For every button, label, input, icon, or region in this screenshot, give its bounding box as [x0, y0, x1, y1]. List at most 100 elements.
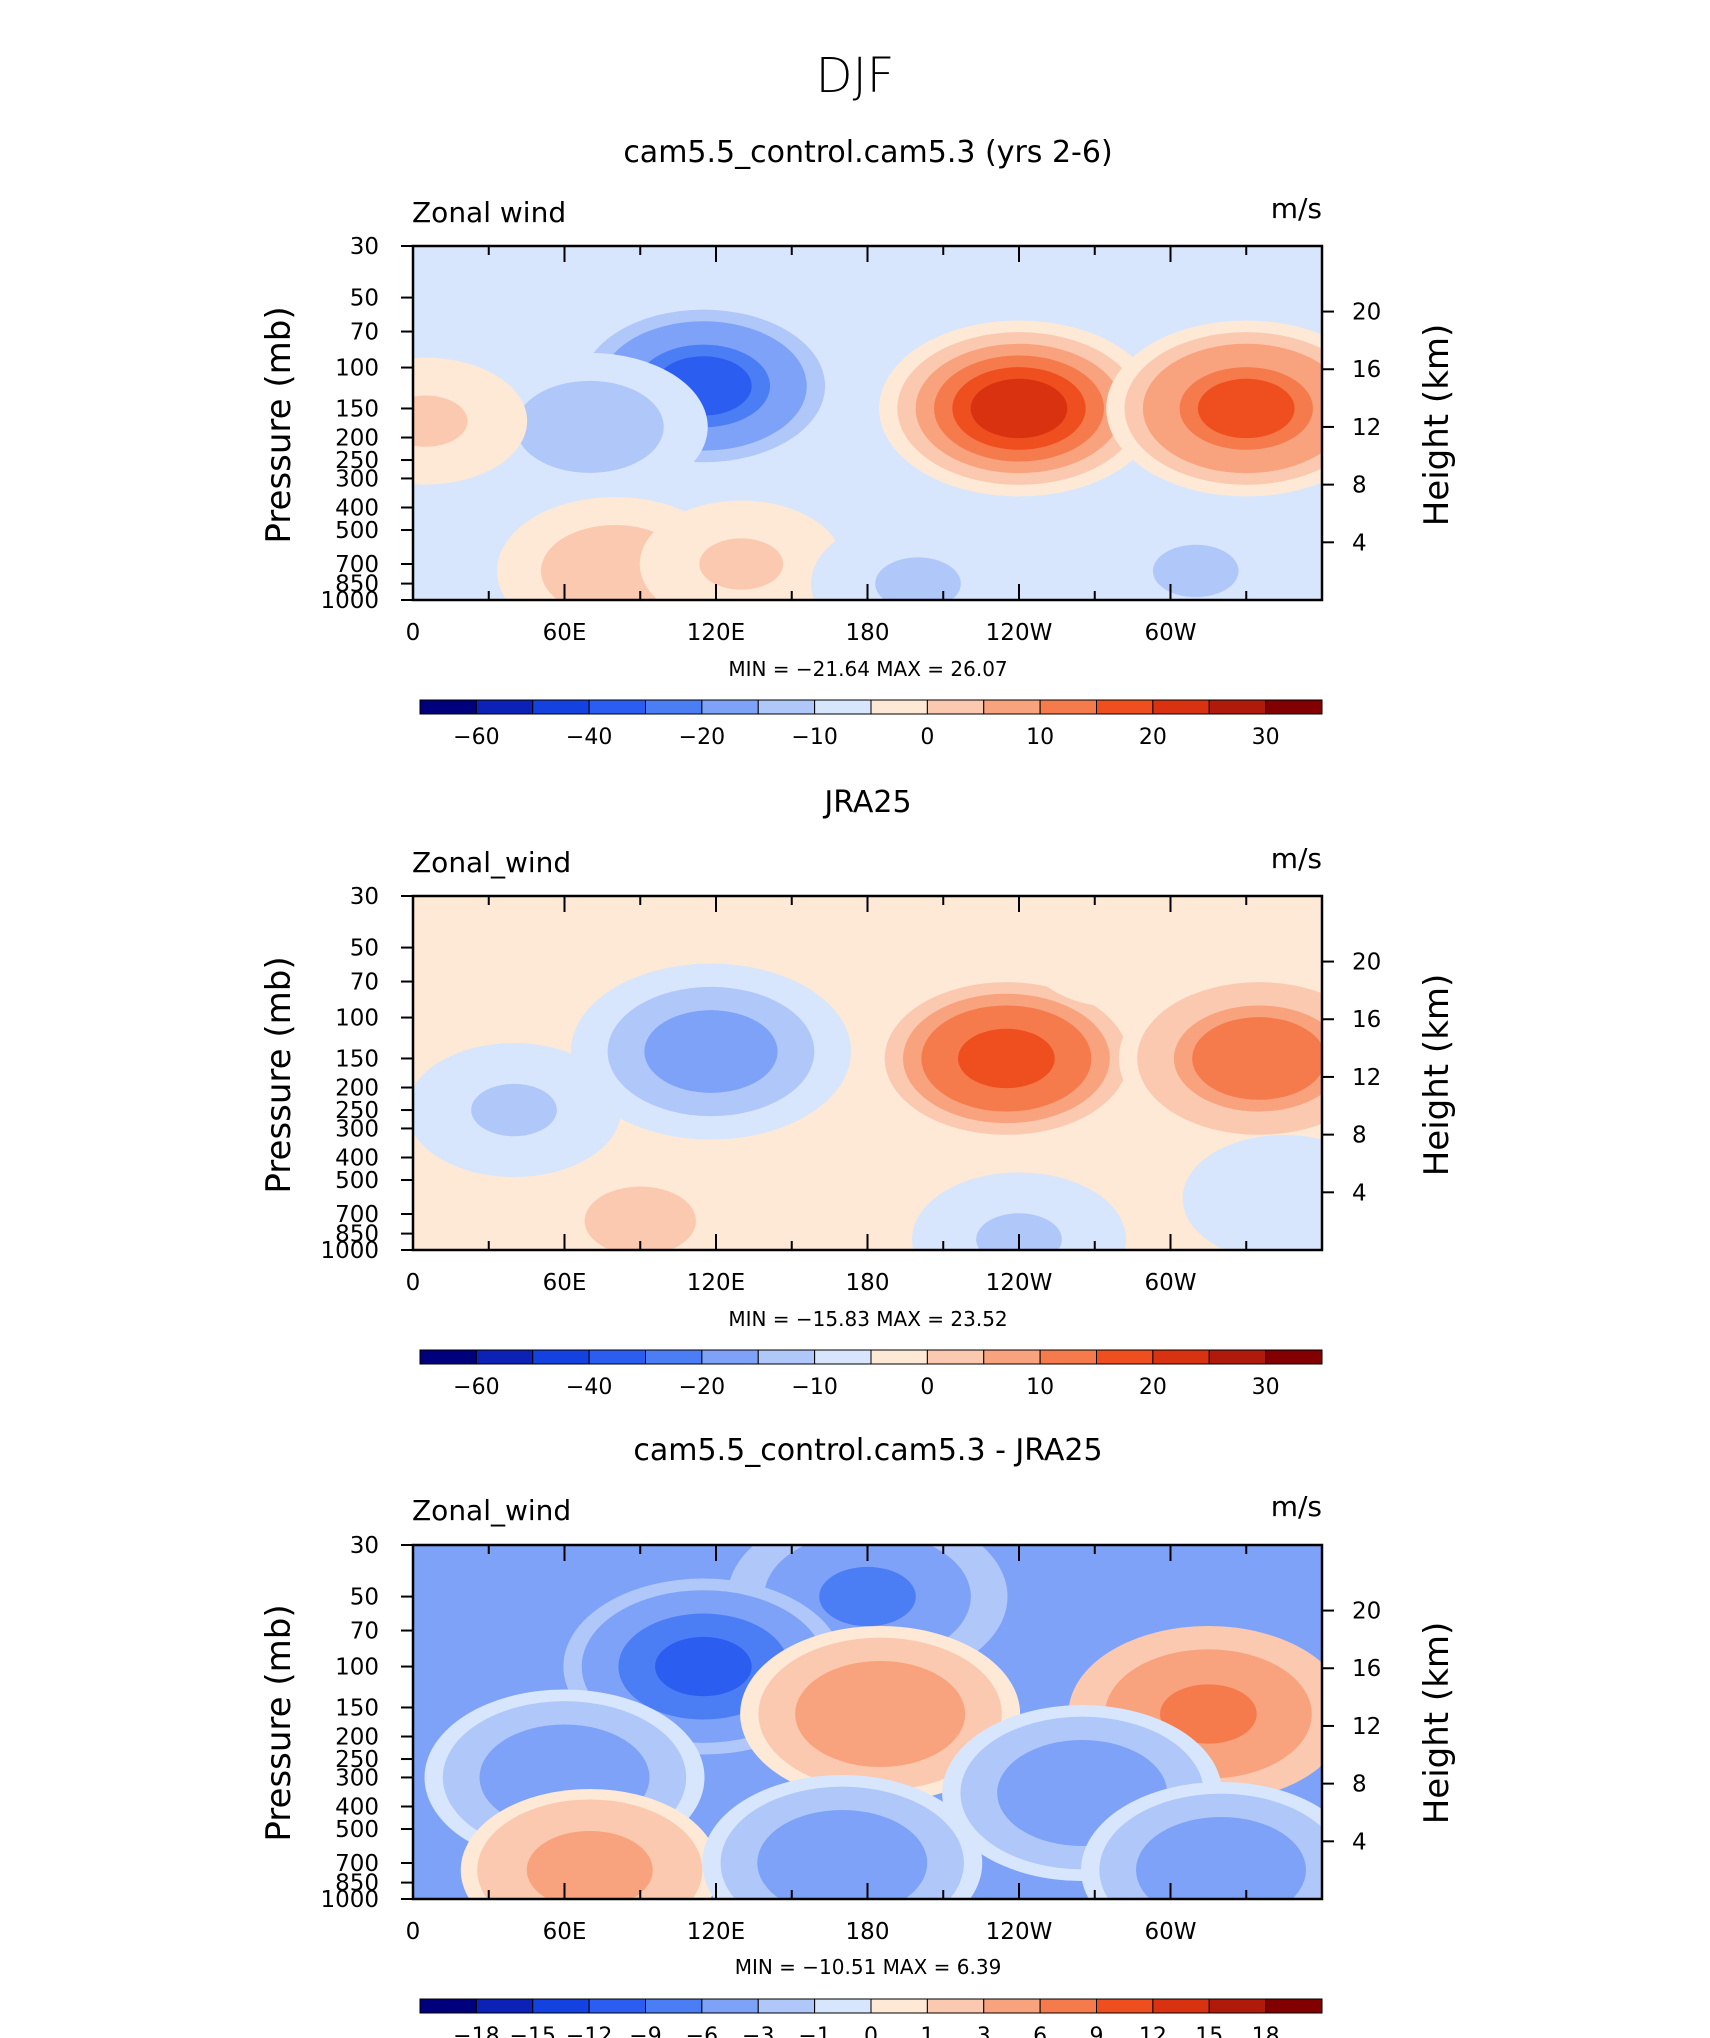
colorbar: −60 −40 −20 −10 0 10 20 30 — [419, 1349, 1323, 1400]
units-label: m/s — [1271, 192, 1322, 225]
colorbar-segment — [1152, 699, 1210, 715]
height-tick-label: 16 — [1352, 1656, 1381, 1682]
longitude-tick-label: 120E — [687, 1919, 745, 1945]
min-max-stats: MIN = −15.83 MAX = 23.52 — [728, 1307, 1007, 1331]
colorbar-segment — [870, 1349, 928, 1365]
contour-level — [545, 399, 635, 455]
colorbar-segment — [1208, 699, 1267, 715]
contour-level — [976, 1213, 1062, 1250]
contour-level — [543, 1841, 637, 1899]
colorbar-segment — [532, 699, 590, 715]
colorbar-tick-label: 0 — [920, 725, 934, 750]
colorbar-segment — [1208, 1349, 1267, 1365]
colorbar-segment — [701, 1998, 759, 2014]
min-max-stats: MIN = −10.51 MAX = 6.39 — [735, 1955, 1002, 1979]
contour-level — [471, 1083, 557, 1137]
pressure-tick-label: 400 — [335, 1794, 379, 1820]
pressure-tick-label: 850 — [335, 1871, 379, 1897]
pressure-tick-label: 70 — [350, 1619, 379, 1645]
colorbar-segment — [870, 699, 928, 715]
colorbar-segment — [1039, 1998, 1097, 2014]
height-ticks: 20 16 12 8 4 — [1322, 950, 1381, 1206]
height-tick-label: 4 — [1352, 1829, 1367, 1855]
colorbar-segment — [870, 1998, 928, 2014]
pressure-tick-label: 50 — [350, 286, 379, 312]
contour-level — [655, 1636, 752, 1697]
pressure-tick-label: 700 — [335, 1851, 379, 1877]
contour-level — [793, 1833, 891, 1893]
colorbar-tick-label: 20 — [1139, 1375, 1167, 1400]
colorbar-segment — [588, 1349, 646, 1365]
colorbar-tick-label: −60 — [453, 1375, 499, 1400]
contour-level — [1152, 544, 1239, 598]
pressure-tick-label: 150 — [335, 1695, 379, 1721]
variable-label: Zonal_wind — [412, 1494, 571, 1527]
colorbar-tick-label: −9 — [629, 2024, 661, 2038]
pressure-tick-label: 150 — [335, 1046, 379, 1072]
contour-level — [1172, 1840, 1270, 1899]
colorbar-tick-label: −40 — [566, 1375, 612, 1400]
colorbar-tick-label: −1 — [798, 2024, 830, 2038]
height-tick-label: 4 — [1352, 1180, 1367, 1206]
colorbar-tick-label: 20 — [1139, 725, 1167, 750]
longitude-tick-label: 60E — [543, 1270, 587, 1296]
pressure-tick-label: 250 — [335, 448, 379, 474]
colorbar-segment — [1096, 1349, 1154, 1365]
pressure-axis-label: Pressure (mb) — [259, 306, 299, 543]
contour-level — [1160, 1684, 1257, 1744]
height-tick-label: 8 — [1352, 1123, 1367, 1149]
pressure-tick-label: 850 — [335, 572, 379, 598]
colorbar-tick-label: 18 — [1252, 2024, 1280, 2038]
colorbar-segment — [814, 699, 872, 715]
height-tick-label: 12 — [1352, 415, 1381, 441]
contour-level — [1197, 378, 1295, 439]
colorbar-tick-label: 15 — [1195, 2024, 1223, 2038]
colorbar-segment — [1208, 1998, 1267, 2014]
colorbar-tick-label: −18 — [453, 2024, 499, 2038]
contour-level — [958, 1028, 1055, 1089]
colorbar-segment — [926, 1998, 985, 2014]
pressure-tick-label: 850 — [335, 1222, 379, 1248]
contour-plot — [411, 244, 1324, 602]
colorbar-tick-label: −10 — [791, 725, 837, 750]
contour-plot — [411, 894, 1324, 1252]
height-axis-label: Height (km) — [1417, 1622, 1457, 1825]
contour-level — [1242, 1172, 1322, 1225]
colorbar-segment — [532, 1349, 590, 1365]
pressure-tick-label: 100 — [335, 356, 379, 382]
longitude-tick-label: 120E — [687, 620, 745, 646]
pressure-tick-label: 1000 — [320, 1238, 379, 1264]
contour-level — [1033, 1763, 1131, 1823]
colorbar-tick-label: −40 — [566, 725, 612, 750]
contour-level — [1210, 1028, 1308, 1089]
contour-level — [831, 1684, 929, 1744]
pressure-tick-label: 1000 — [320, 1887, 379, 1913]
pressure-tick-label: 500 — [335, 1817, 379, 1843]
pressure-tick-label: 300 — [335, 1765, 379, 1791]
pressure-tick-label: 500 — [335, 1168, 379, 1194]
figure-title: DJF — [816, 48, 895, 104]
units-label: m/s — [1271, 842, 1322, 875]
colorbar-segment — [588, 699, 646, 715]
panel-3: cam5.5_control.cam5.3 - JRA25 Zonal_wind… — [259, 1433, 1457, 2038]
pressure-tick-label: 30 — [350, 884, 379, 910]
colorbar-segment — [1265, 1349, 1323, 1365]
height-tick-label: 4 — [1352, 530, 1367, 556]
height-tick-label: 8 — [1352, 473, 1367, 499]
colorbar-segment — [983, 1349, 1041, 1365]
pressure-tick-label: 200 — [335, 1076, 379, 1102]
colorbar-segment — [1265, 1998, 1323, 2014]
colorbar-tick-label: 12 — [1139, 2024, 1167, 2038]
contour-level — [570, 543, 660, 599]
colorbar-segment — [1152, 1349, 1210, 1365]
longitude-tick-label: 60W — [1144, 1919, 1196, 1945]
pressure-axis-label: Pressure (mb) — [259, 956, 299, 1193]
longitude-tick-label: 0 — [406, 1919, 421, 1945]
pressure-tick-label: 50 — [350, 936, 379, 962]
pressure-tick-label: 100 — [335, 1655, 379, 1681]
longitude-tick-label: 180 — [846, 620, 890, 646]
height-axis-label: Height (km) — [1417, 324, 1457, 527]
pressure-tick-label: 250 — [335, 1747, 379, 1773]
colorbar-tick-label: −6 — [686, 2024, 718, 2038]
